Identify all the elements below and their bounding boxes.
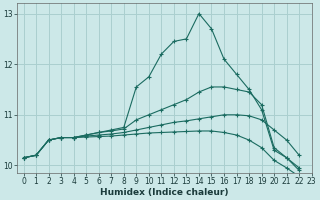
X-axis label: Humidex (Indice chaleur): Humidex (Indice chaleur) xyxy=(100,188,229,197)
